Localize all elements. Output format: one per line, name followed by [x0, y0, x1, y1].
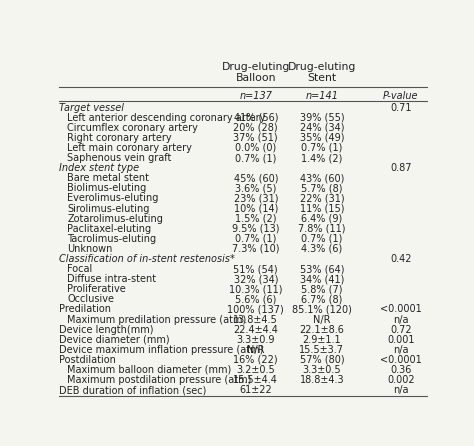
- Text: Predilation: Predilation: [59, 305, 111, 314]
- Text: Balloon: Balloon: [236, 74, 276, 83]
- Text: 35% (49): 35% (49): [300, 133, 344, 143]
- Text: 0.7% (1): 0.7% (1): [235, 153, 276, 163]
- Text: Left anterior descending coronary artery: Left anterior descending coronary artery: [67, 113, 266, 123]
- Text: 3.6% (5): 3.6% (5): [235, 183, 276, 194]
- Text: 1.4% (2): 1.4% (2): [301, 153, 343, 163]
- Text: Stent: Stent: [307, 74, 337, 83]
- Text: 22.1±8.6: 22.1±8.6: [300, 325, 344, 334]
- Text: Right coronary artery: Right coronary artery: [67, 133, 172, 143]
- Text: Maximum predilation pressure (atm): Maximum predilation pressure (atm): [67, 314, 246, 325]
- Text: 0.7% (1): 0.7% (1): [235, 234, 276, 244]
- Text: 0.0% (0): 0.0% (0): [235, 143, 276, 153]
- Text: 100% (137): 100% (137): [228, 305, 284, 314]
- Text: Zotarolimus-eluting: Zotarolimus-eluting: [67, 214, 163, 223]
- Text: Postdilation: Postdilation: [59, 355, 116, 365]
- Text: Paclitaxel-eluting: Paclitaxel-eluting: [67, 224, 152, 234]
- Text: Left main coronary artery: Left main coronary artery: [67, 143, 192, 153]
- Text: 0.001: 0.001: [387, 334, 415, 345]
- Text: 3.2±0.5: 3.2±0.5: [237, 365, 275, 375]
- Text: Sirolimus-eluting: Sirolimus-eluting: [67, 203, 150, 214]
- Text: 0.71: 0.71: [390, 103, 411, 113]
- Text: 5.8% (7): 5.8% (7): [301, 284, 343, 294]
- Text: Drug-eluting: Drug-eluting: [221, 62, 290, 72]
- Text: 22.4±4.4: 22.4±4.4: [233, 325, 278, 334]
- Text: 0.36: 0.36: [390, 365, 411, 375]
- Text: 22% (31): 22% (31): [300, 194, 344, 203]
- Text: Saphenous vein graft: Saphenous vein graft: [67, 153, 172, 163]
- Text: 16% (22): 16% (22): [234, 355, 278, 365]
- Text: 10% (14): 10% (14): [234, 203, 278, 214]
- Text: 0.42: 0.42: [390, 254, 411, 264]
- Text: 2.9±1.1: 2.9±1.1: [302, 334, 341, 345]
- Text: 43% (60): 43% (60): [300, 173, 344, 183]
- Text: Index stent type: Index stent type: [59, 163, 139, 173]
- Text: Classification of in-stent restenosis*: Classification of in-stent restenosis*: [59, 254, 235, 264]
- Text: 1.5% (2): 1.5% (2): [235, 214, 276, 223]
- Text: DEB duration of inflation (sec): DEB duration of inflation (sec): [59, 385, 207, 395]
- Text: 11% (15): 11% (15): [300, 203, 344, 214]
- Text: 9.5% (13): 9.5% (13): [232, 224, 280, 234]
- Text: 24% (34): 24% (34): [300, 123, 344, 133]
- Text: <0.0001: <0.0001: [380, 355, 422, 365]
- Text: Maximum balloon diameter (mm): Maximum balloon diameter (mm): [67, 365, 232, 375]
- Text: Everolimus-eluting: Everolimus-eluting: [67, 194, 159, 203]
- Text: P-value: P-value: [383, 91, 419, 101]
- Text: 7.3% (10): 7.3% (10): [232, 244, 280, 254]
- Text: n/a: n/a: [393, 314, 409, 325]
- Text: 5.6% (6): 5.6% (6): [235, 294, 276, 304]
- Text: 45% (60): 45% (60): [234, 173, 278, 183]
- Text: Device diameter (mm): Device diameter (mm): [59, 334, 170, 345]
- Text: Proliferative: Proliferative: [67, 284, 126, 294]
- Text: n=141: n=141: [305, 91, 338, 101]
- Text: n=137: n=137: [239, 91, 272, 101]
- Text: 15.5±3.7: 15.5±3.7: [300, 345, 345, 355]
- Text: 15.5±4.4: 15.5±4.4: [233, 375, 278, 385]
- Text: 32% (34): 32% (34): [234, 274, 278, 284]
- Text: 3.3±0.9: 3.3±0.9: [237, 334, 275, 345]
- Text: 10.3% (11): 10.3% (11): [229, 284, 283, 294]
- Text: Bare metal stent: Bare metal stent: [67, 173, 149, 183]
- Text: 7.8% (11): 7.8% (11): [298, 224, 346, 234]
- Text: n/a: n/a: [393, 345, 409, 355]
- Text: 57% (80): 57% (80): [300, 355, 344, 365]
- Text: 3.3±0.5: 3.3±0.5: [302, 365, 341, 375]
- Text: 0.7% (1): 0.7% (1): [301, 234, 343, 244]
- Text: 37% (51): 37% (51): [234, 133, 278, 143]
- Text: 13.8±4.5: 13.8±4.5: [233, 314, 278, 325]
- Text: 6.4% (9): 6.4% (9): [301, 214, 343, 223]
- Text: 0.72: 0.72: [390, 325, 412, 334]
- Text: Occlusive: Occlusive: [67, 294, 114, 304]
- Text: Maximum postdilation pressure (atm): Maximum postdilation pressure (atm): [67, 375, 252, 385]
- Text: n/a: n/a: [393, 385, 409, 395]
- Text: 0.7% (1): 0.7% (1): [301, 143, 343, 153]
- Text: 51% (54): 51% (54): [234, 264, 278, 274]
- Text: 53% (64): 53% (64): [300, 264, 344, 274]
- Text: 85.1% (120): 85.1% (120): [292, 305, 352, 314]
- Text: 0.002: 0.002: [387, 375, 415, 385]
- Text: 5.7% (8): 5.7% (8): [301, 183, 343, 194]
- Text: N/R: N/R: [313, 314, 331, 325]
- Text: 4.3% (6): 4.3% (6): [301, 244, 343, 254]
- Text: 34% (41): 34% (41): [300, 274, 344, 284]
- Text: 39% (55): 39% (55): [300, 113, 344, 123]
- Text: 20% (28): 20% (28): [234, 123, 278, 133]
- Text: Unknown: Unknown: [67, 244, 113, 254]
- Text: 61±22: 61±22: [239, 385, 272, 395]
- Text: Tacrolimus-eluting: Tacrolimus-eluting: [67, 234, 156, 244]
- Text: Circumflex coronary artery: Circumflex coronary artery: [67, 123, 198, 133]
- Text: Device maximum inflation pressure (atm): Device maximum inflation pressure (atm): [59, 345, 264, 355]
- Text: Device length(mm): Device length(mm): [59, 325, 154, 334]
- Text: 18.8±4.3: 18.8±4.3: [300, 375, 344, 385]
- Text: Focal: Focal: [67, 264, 92, 274]
- Text: Target vessel: Target vessel: [59, 103, 124, 113]
- Text: 6.7% (8): 6.7% (8): [301, 294, 343, 304]
- Text: Diffuse intra-stent: Diffuse intra-stent: [67, 274, 156, 284]
- Text: N/R: N/R: [247, 345, 264, 355]
- Text: 23% (31): 23% (31): [234, 194, 278, 203]
- Text: 0.87: 0.87: [390, 163, 411, 173]
- Text: Biolimus-eluting: Biolimus-eluting: [67, 183, 146, 194]
- Text: Drug-eluting: Drug-eluting: [288, 62, 356, 72]
- Text: 41% (56): 41% (56): [234, 113, 278, 123]
- Text: <0.0001: <0.0001: [380, 305, 422, 314]
